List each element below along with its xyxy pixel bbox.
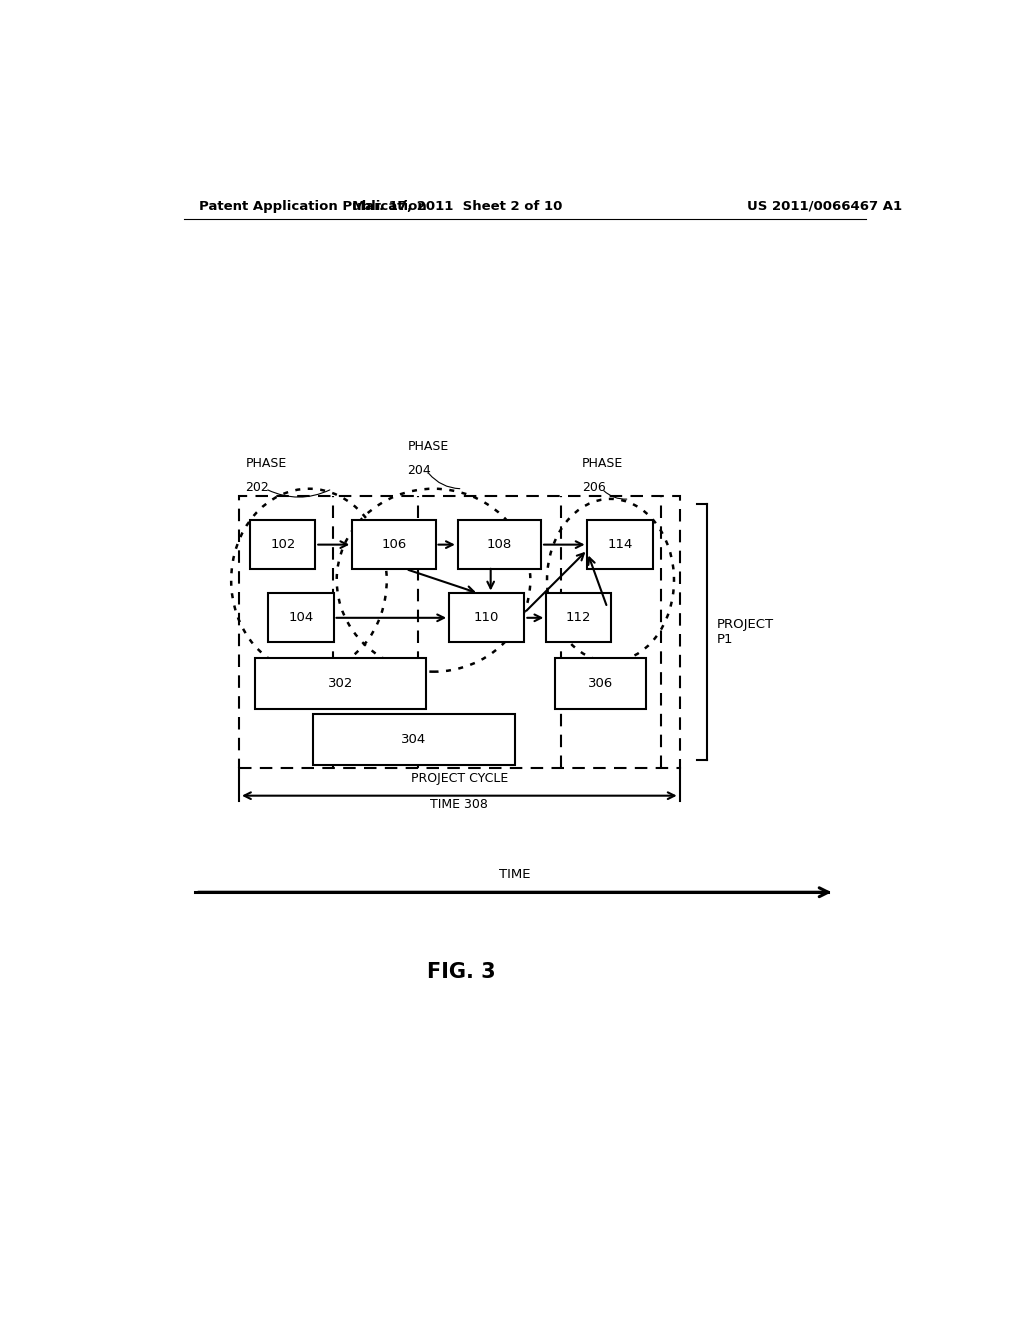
Text: FIG. 3: FIG. 3 [427,961,496,982]
Text: 104: 104 [289,611,313,624]
Bar [255,659,426,709]
Bar [250,520,315,569]
Text: TIME: TIME [499,869,530,880]
Bar [352,520,435,569]
Text: PHASE: PHASE [408,440,449,453]
Text: 106: 106 [381,539,407,552]
Text: PROJECT CYCLE: PROJECT CYCLE [411,771,508,784]
Text: 206: 206 [582,480,605,494]
Text: 110: 110 [474,611,500,624]
Text: PHASE: PHASE [582,458,624,470]
Bar [449,594,524,643]
Text: PHASE: PHASE [246,458,287,470]
Bar [458,520,541,569]
Text: Patent Application Publication: Patent Application Publication [200,199,427,213]
Bar [555,659,646,709]
Bar [240,496,680,768]
Text: 112: 112 [566,611,592,624]
Text: US 2011/0066467 A1: US 2011/0066467 A1 [748,199,902,213]
Text: 202: 202 [246,480,269,494]
Text: 304: 304 [401,734,426,746]
Text: 114: 114 [607,539,633,552]
Text: 108: 108 [486,539,512,552]
Text: 302: 302 [328,677,353,690]
Bar [588,520,652,569]
Text: Mar. 17, 2011  Sheet 2 of 10: Mar. 17, 2011 Sheet 2 of 10 [352,199,562,213]
Bar [312,714,515,766]
Bar [546,594,611,643]
Text: 102: 102 [270,539,296,552]
Text: PROJECT
P1: PROJECT P1 [717,618,774,645]
Text: 306: 306 [588,677,612,690]
Bar [268,594,334,643]
Text: TIME 308: TIME 308 [430,797,488,810]
Text: 204: 204 [408,463,431,477]
